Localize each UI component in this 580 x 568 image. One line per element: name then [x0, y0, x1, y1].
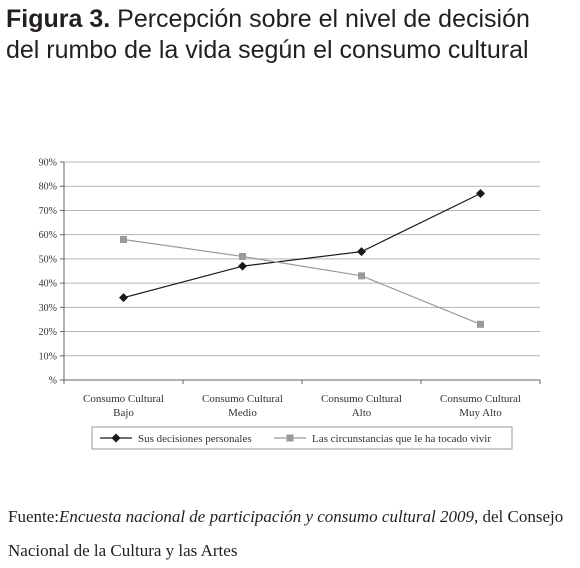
source-label: Fuente:	[8, 507, 59, 526]
series-lines	[119, 188, 485, 328]
y-tick-label: 90%	[39, 158, 57, 169]
y-tick-label: 20%	[39, 327, 57, 338]
x-category-label: Consumo Cultural Medio	[202, 393, 283, 419]
x-axis-categories: Consumo Cultural Bajo Consumo Cultural Medi…	[83, 393, 521, 419]
chart-legend: Sus decisiones personales Las circunstanc…	[91, 426, 513, 450]
series-line-1	[123, 192, 481, 299]
x-category-label: Consumo Cultural Bajo	[83, 393, 164, 419]
y-tick-label: %	[49, 376, 57, 387]
legend-label: Las circunstancias que le ha tocado vivi…	[312, 433, 491, 445]
y-tick-label: 80%	[39, 182, 57, 193]
data-point-diamond	[119, 293, 128, 303]
legend-label: Sus decisiones personales	[138, 433, 252, 445]
y-tick-label: 70%	[39, 206, 57, 217]
data-point-diamond	[357, 247, 366, 257]
y-tick-label: 10%	[39, 351, 57, 362]
x-category-label: Consumo Cultural Alto	[321, 393, 402, 419]
data-point-square	[477, 320, 484, 328]
data-point-square	[239, 252, 246, 260]
data-point-square	[120, 236, 127, 244]
y-tick-label: 30%	[39, 303, 57, 314]
line-chart: % 10% 20% 30% 40% 50% 60% 70% 80% 90% Consumo Cul…	[39, 158, 541, 450]
y-tick-label: 40%	[39, 279, 57, 290]
x-category-label: Consumo Cultural Muy Alto	[440, 393, 521, 419]
data-point-square	[358, 272, 365, 280]
figure-title: Figura 3. Percepción sobre el nivel de d…	[6, 4, 566, 66]
y-tick-label: 50%	[39, 254, 57, 265]
data-point-diamond	[238, 261, 247, 271]
data-point-square	[286, 434, 294, 442]
figure-number: Figura 3.	[6, 5, 111, 33]
y-axis-ticks: % 10% 20% 30% 40% 50% 60% 70% 80% 90%	[39, 158, 57, 387]
y-tick-label: 60%	[39, 230, 57, 241]
chart-grid	[60, 161, 541, 384]
source-title: Encuesta nacional de participación y con…	[59, 507, 475, 526]
data-point-diamond	[476, 188, 485, 198]
data-point-diamond	[111, 433, 121, 443]
series-line-2	[123, 238, 481, 325]
source-rest: , del Consejo Nacional de la Cultura y l…	[8, 507, 564, 560]
figure-title-text: Percepción sobre el nivel de decisión de…	[6, 5, 530, 64]
source-note: Fuente:Encuesta nacional de participació…	[8, 500, 574, 568]
